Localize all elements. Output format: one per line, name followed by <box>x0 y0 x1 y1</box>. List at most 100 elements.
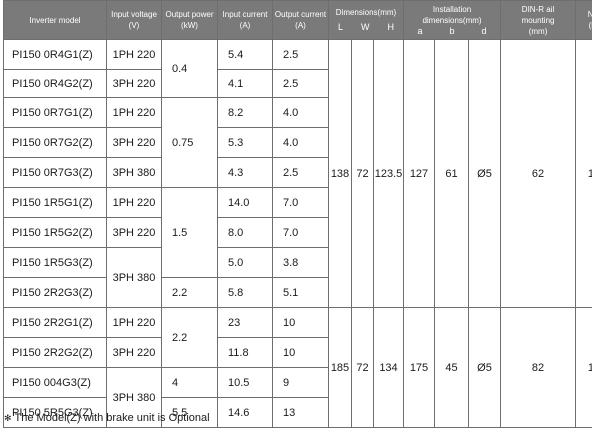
header-output-current-unit: (A) <box>295 21 306 30</box>
input-current-cell: 4.1 <box>217 69 273 98</box>
header-input-current: Input current (A) <box>217 0 273 40</box>
inst-b-cell: 45 <box>434 307 469 428</box>
output-current-cell: 2.5 <box>272 39 329 70</box>
table-row: PI150 2R2G1(Z) 1PH 220 2.2 23 10 185 72 … <box>3 307 592 428</box>
input-current-cell: 14.0 <box>217 187 273 218</box>
inst-b-cell: 61 <box>434 39 469 308</box>
input-current-cell: 5.0 <box>217 247 273 278</box>
input-current-cell: 23 <box>217 307 273 338</box>
output-current-cell: 7.0 <box>272 217 329 248</box>
power-cell: 5.5 <box>161 397 218 428</box>
header-power: Output power (kW) <box>161 0 218 40</box>
table-row: PI150 0R4G1(Z) 1PH 220 0.4 5.4 2.5 138 7… <box>3 39 592 308</box>
output-current-cell: 5.1 <box>272 277 329 308</box>
table-row: PI150 1R5G2(Z) 3PH 220 8.0 7.0 <box>3 217 592 248</box>
header-output-current-label: Output current <box>274 10 327 19</box>
input-current-cell: 4.3 <box>217 157 273 188</box>
output-current-cell: 10 <box>272 337 329 368</box>
model-cell: PI150 1R5G1(Z) <box>3 187 107 218</box>
header-power-label: Output power <box>165 10 214 19</box>
header-dinrail-label-2: mounting <box>521 15 555 25</box>
header-output-current: Output current (A) <box>272 0 329 40</box>
table-row: PI150 1R5G1(Z) 1PH 220 1.5 14.0 7.0 <box>3 187 592 278</box>
dim-h-cell: 123.5 <box>373 39 404 308</box>
inst-d-cell: Ø5 <box>467 307 502 428</box>
header-dim-h: H <box>387 22 394 32</box>
header-dinrail-unit: (mm) <box>528 26 548 36</box>
table-row: PI150 5R5G3(Z) 5.5 14.6 13 <box>3 397 592 428</box>
model-cell: PI150 2R2G2(Z) <box>3 337 107 368</box>
dim-w-cell: 72 <box>351 39 374 308</box>
footnote-text: The Model(Z) with brake unit is Optional <box>14 412 210 424</box>
table-row: PI150 1R5G3(Z) 3PH 380 5.0 3.8 <box>3 247 592 308</box>
header-input-current-label: Input current <box>222 10 268 19</box>
header-inst-a: a <box>417 25 423 36</box>
nw-cell: 1.1 <box>575 39 592 308</box>
voltage-cell: 1PH 220 <box>106 97 162 128</box>
output-current-cell: 2.5 <box>272 157 329 188</box>
header-dim-w: W <box>360 22 370 32</box>
table-row: PI150 0R7G3(Z) 3PH 380 4.3 2.5 <box>3 157 592 188</box>
table-row: PI150 0R7G2(Z) 3PH 220 5.3 4.0 <box>3 127 592 158</box>
power-cell: 2.2 <box>161 277 218 308</box>
model-cell: PI150 0R4G2(Z) <box>3 69 107 98</box>
voltage-cell: 1PH 220 <box>106 187 162 218</box>
header-dimensions: Dimensions(mm) L W H <box>328 0 404 40</box>
output-current-cell: 4.0 <box>272 127 329 158</box>
voltage-cell: 1PH 220 <box>106 307 162 338</box>
output-current-cell: 13 <box>272 397 329 428</box>
header-inst-d: d <box>481 25 487 36</box>
header-power-unit: (kW) <box>181 21 198 30</box>
inst-a-cell: 127 <box>403 39 435 308</box>
model-cell: PI150 1R5G2(Z) <box>3 217 107 248</box>
header-model-label: Inverter model <box>29 15 81 25</box>
power-cell: 4 <box>161 367 218 398</box>
output-current-cell: 9 <box>272 367 329 398</box>
power-cell: 2.2 <box>161 307 218 368</box>
model-cell: PI150 0R7G2(Z) <box>3 127 107 158</box>
dinrail-cell: 62 <box>500 39 577 308</box>
header-installation-unit: dimensions(mm) <box>422 15 482 25</box>
model-cell: PI150 2R2G1(Z) <box>3 307 107 338</box>
output-current-cell: 2.5 <box>272 69 329 98</box>
input-current-cell: 5.3 <box>217 127 273 158</box>
input-current-cell: 11.8 <box>217 337 273 368</box>
dinrail-cell: 82 <box>500 307 577 428</box>
header-installation: Installation dimensions(mm) a b d <box>402 0 502 40</box>
model-cell: PI150 0R4G1(Z) <box>3 39 107 70</box>
dim-l-cell: 138 <box>328 39 352 308</box>
voltage-cell: 3PH 380 <box>106 247 162 308</box>
power-cell: 0.75 <box>161 97 218 188</box>
input-current-cell: 5.8 <box>217 277 273 308</box>
header-inst-b: b <box>449 25 455 36</box>
output-current-cell: 10 <box>272 307 329 338</box>
output-current-cell: 3.8 <box>272 247 329 278</box>
header-voltage-label: Input voltage <box>111 10 157 19</box>
footnote: ✻ The Model(Z) with brake unit is Optiona… <box>4 412 210 424</box>
nw-cell: 1.3 <box>575 307 592 428</box>
power-cell: 0.4 <box>161 39 218 98</box>
model-cell: PI150 0R7G1(Z) <box>3 97 107 128</box>
header-nw-unit: (kg) <box>588 21 592 30</box>
model-cell: PI150 5R5G3(Z) <box>3 397 107 428</box>
model-cell: PI150 0R7G3(Z) <box>3 157 107 188</box>
model-cell: PI150 004G3(Z) <box>3 367 107 398</box>
model-cell: PI150 1R5G3(Z) <box>3 247 107 278</box>
asterisk-icon: ✻ <box>4 413 12 423</box>
table-row: PI150 004G3(Z) 3PH 380 4 10.5 9 <box>3 367 592 428</box>
table-row: PI150 0R4G2(Z) 3PH 220 4.1 2.5 <box>3 69 592 98</box>
voltage-cell: 1PH 220 <box>106 39 162 70</box>
header-row: Inverter model Input voltage (V) Output p… <box>3 0 592 40</box>
dim-w-cell: 72 <box>351 307 374 428</box>
voltage-cell: 3PH 220 <box>106 217 162 248</box>
header-dinrail: DIN-R ail mounting (mm) <box>500 0 577 40</box>
header-dimensions-label: Dimensions(mm) <box>335 8 397 17</box>
voltage-cell: 3PH 380 <box>106 367 162 428</box>
input-current-cell: 8.0 <box>217 217 273 248</box>
inst-a-cell: 175 <box>403 307 435 428</box>
header-installation-label: Installation <box>432 4 472 14</box>
header-dim-l: L <box>337 22 343 32</box>
power-cell: 1.5 <box>161 187 218 278</box>
header-dinrail-label: DIN-R ail <box>521 4 555 14</box>
input-current-cell: 10.5 <box>217 367 273 398</box>
